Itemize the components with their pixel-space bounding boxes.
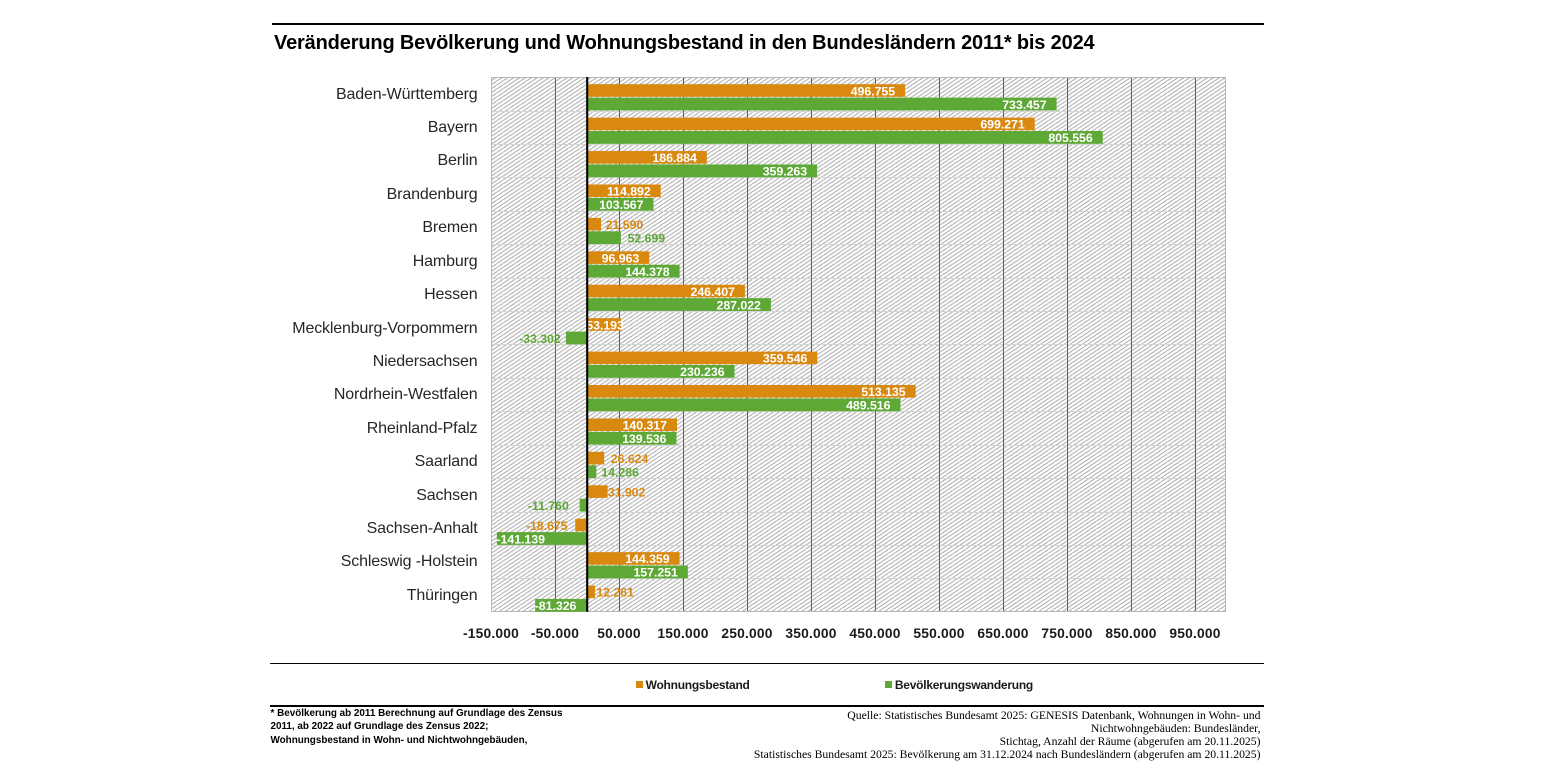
svg-text:114.892: 114.892: [607, 185, 651, 199]
svg-text:489.516: 489.516: [846, 399, 891, 413]
svg-text:103.567: 103.567: [599, 198, 644, 212]
svg-text:-33.302: -33.302: [519, 332, 561, 346]
svg-text:53.193: 53.193: [586, 318, 624, 332]
svg-text:14.286: 14.286: [601, 466, 639, 480]
svg-text:157.251: 157.251: [633, 566, 678, 580]
svg-text:-81.326: -81.326: [535, 599, 577, 612]
svg-text:96.963: 96.963: [601, 252, 639, 266]
svg-text:230.236: 230.236: [680, 365, 725, 379]
svg-text:-11.760: -11.760: [528, 499, 569, 513]
svg-text:12.261: 12.261: [596, 586, 634, 600]
svg-text:31.902: 31.902: [608, 485, 646, 499]
svg-text:26.624: 26.624: [611, 452, 649, 466]
svg-text:144.378: 144.378: [625, 265, 670, 279]
svg-text:287.022: 287.022: [716, 298, 761, 312]
svg-text:496.755: 496.755: [851, 84, 896, 98]
svg-text:52.699: 52.699: [627, 232, 665, 246]
svg-text:140.317: 140.317: [622, 419, 667, 433]
svg-text:359.263: 359.263: [763, 165, 808, 179]
svg-text:246.407: 246.407: [690, 285, 735, 299]
svg-text:144.359: 144.359: [625, 552, 670, 566]
svg-text:21.590: 21.590: [605, 218, 643, 232]
svg-text:359.546: 359.546: [763, 352, 808, 366]
svg-text:513.135: 513.135: [861, 385, 906, 399]
svg-text:733.457: 733.457: [1002, 98, 1047, 112]
svg-text:139.536: 139.536: [622, 432, 667, 446]
svg-text:699.271: 699.271: [980, 118, 1025, 132]
svg-text:805.556: 805.556: [1048, 131, 1093, 145]
svg-text:186.884: 186.884: [652, 151, 697, 165]
svg-text:-18.675: -18.675: [526, 519, 568, 533]
svg-text:-141.139: -141.139: [496, 532, 545, 546]
